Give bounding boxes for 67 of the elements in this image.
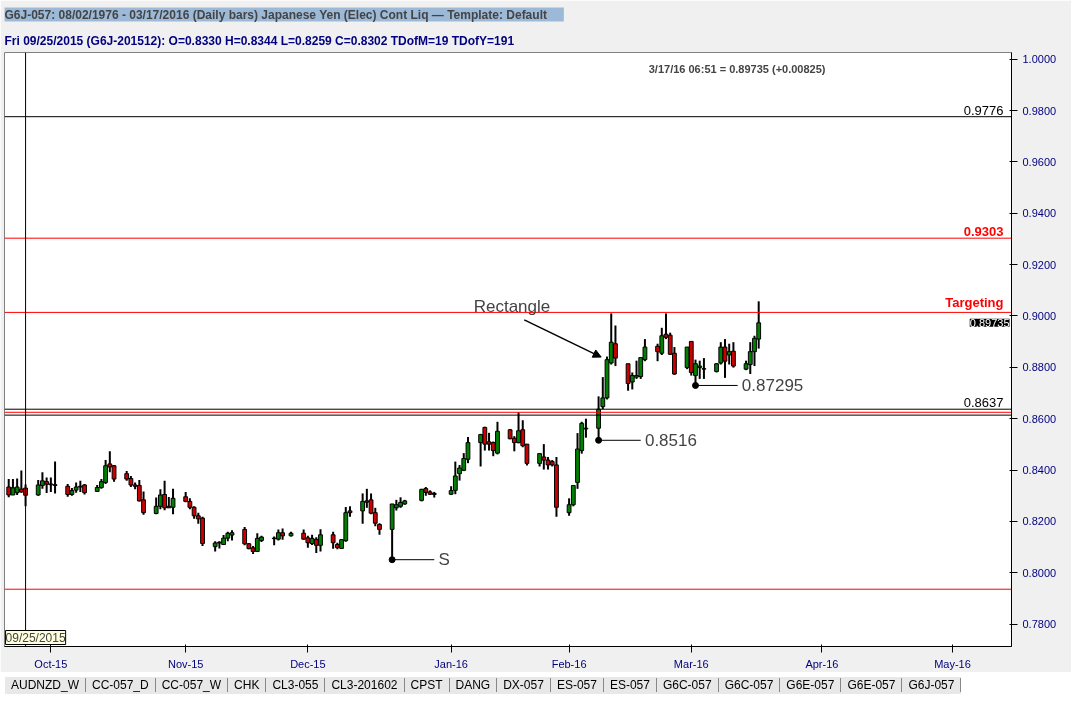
text: G6C-057 <box>718 678 781 692</box>
candlestick <box>726 342 732 366</box>
candlestick <box>158 488 163 511</box>
text: CPST <box>404 678 450 692</box>
x-tick-label: May-16 <box>934 657 971 670</box>
candlestick <box>697 359 703 380</box>
annotation: 0.89735 <box>969 316 1010 329</box>
y-tick-label: 0.8600 <box>1022 412 1057 425</box>
candlestick <box>254 532 260 553</box>
x-tick-label: Jan-16 <box>434 657 468 670</box>
x-tick-label: Nov-15 <box>167 657 204 670</box>
y-tick-label: 0.9000 <box>1022 309 1057 322</box>
y-tick-label: 0.9400 <box>1022 207 1057 220</box>
text: ES-057 <box>603 678 657 692</box>
text: CL3-055 <box>266 678 326 692</box>
x-tick-label: Oct-15 <box>34 657 68 670</box>
candlestick <box>731 341 736 369</box>
candlestick <box>495 420 500 456</box>
candlestick <box>701 357 707 380</box>
candlestick <box>318 528 323 553</box>
annotation: Rectangle <box>473 296 551 316</box>
x-tick-label: Apr-16 <box>805 657 839 670</box>
annotation: 0.8516 <box>644 431 697 451</box>
candlestick <box>52 460 58 495</box>
y-tick-label: 0.8800 <box>1022 361 1057 374</box>
ref-line-label: Targeting <box>945 295 1004 311</box>
chart-title: G6J-057: 08/02/1976 - 03/17/2016 (Daily bars) Japanese Yen (Elec) Cont Liq — Template: Default <box>4 7 547 22</box>
ref-line-label: 0.9776 <box>963 102 1004 118</box>
ref-line-label: 09/25/2015 <box>5 630 66 645</box>
text: CHK <box>228 678 267 692</box>
x-tick-label: Feb-16 <box>551 657 587 670</box>
text: CL3-201602 <box>325 678 405 692</box>
y-tick-label: 0.8200 <box>1022 515 1057 528</box>
text: G6J-057 <box>902 678 962 692</box>
text: G6E-057 <box>841 678 903 692</box>
chart-subtitle: Fri 09/25/2015 (G6J-201512): O=0.8330 H=0.8344 L=0.8259 C=0.8302 TDofM=19 TDofY=191 <box>4 33 515 48</box>
candlestick <box>625 362 631 392</box>
candlestick <box>541 443 547 471</box>
candlestick <box>613 324 618 368</box>
candlestick <box>722 338 728 379</box>
text: DANG <box>449 678 498 692</box>
text: AUDNZD_W <box>5 678 86 692</box>
text: ES-057 <box>550 678 604 692</box>
text: CC-057_W <box>155 678 229 692</box>
annotation: 0.87295 <box>741 376 804 396</box>
y-tick-label: 1.0000 <box>1022 53 1057 66</box>
x-tick-label: Mar-16 <box>673 657 709 670</box>
text: G6E-057 <box>780 678 842 692</box>
ref-line-label: 0.9303 <box>963 224 1004 240</box>
candlestick <box>170 487 176 516</box>
y-tick-label: 0.9600 <box>1022 155 1057 168</box>
y-tick-label: 0.9200 <box>1022 258 1057 271</box>
candlestick <box>634 359 639 380</box>
y-tick-label: 0.9800 <box>1022 104 1057 117</box>
text: DX-057 <box>497 678 551 692</box>
text: CC-057_D <box>86 678 156 692</box>
candlestick <box>162 479 167 512</box>
candlestick <box>242 526 248 547</box>
ref-line-label: 0.8637 <box>963 395 1004 411</box>
y-tick-label: 0.8000 <box>1022 566 1057 579</box>
candlestick <box>360 492 366 525</box>
text: G6C-057 <box>656 678 719 692</box>
x-tick-label: Dec-15 <box>290 657 326 670</box>
annotation: S <box>438 550 450 570</box>
y-tick-label: 0.7800 <box>1022 618 1057 631</box>
y-tick-label: 0.8400 <box>1022 464 1057 477</box>
annotation: 3/17/16 06:51 = 0.89735 (+0.00825) <box>648 62 826 75</box>
